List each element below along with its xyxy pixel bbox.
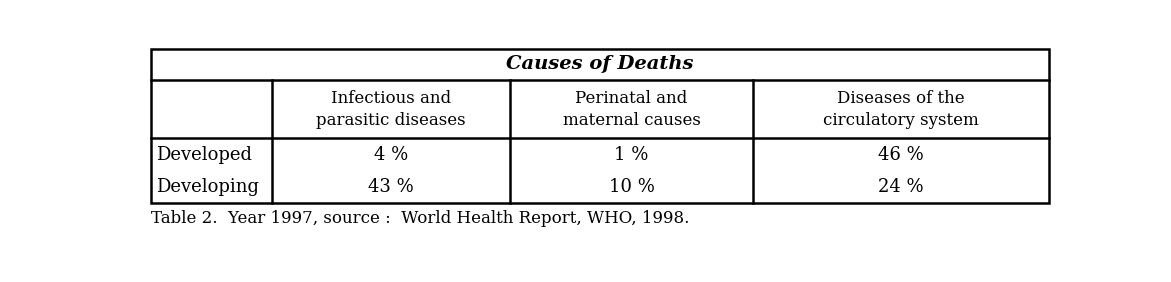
Text: Causes of Deaths: Causes of Deaths bbox=[506, 56, 694, 73]
Text: 10 %: 10 % bbox=[609, 178, 655, 196]
Text: Table 2.  Year 1997, source :  World Health Report, WHO, 1998.: Table 2. Year 1997, source : World Healt… bbox=[151, 210, 690, 227]
Text: Developing: Developing bbox=[157, 178, 259, 196]
Text: Developed: Developed bbox=[157, 146, 253, 164]
Text: 4 %: 4 % bbox=[374, 146, 409, 164]
Text: 24 %: 24 % bbox=[878, 178, 924, 196]
Text: Infectious and
parasitic diseases: Infectious and parasitic diseases bbox=[316, 90, 466, 129]
Text: Perinatal and
maternal causes: Perinatal and maternal causes bbox=[562, 90, 700, 129]
Text: 46 %: 46 % bbox=[878, 146, 924, 164]
Text: 43 %: 43 % bbox=[369, 178, 415, 196]
Text: Diseases of the
circulatory system: Diseases of the circulatory system bbox=[823, 90, 979, 129]
Text: 1 %: 1 % bbox=[615, 146, 649, 164]
